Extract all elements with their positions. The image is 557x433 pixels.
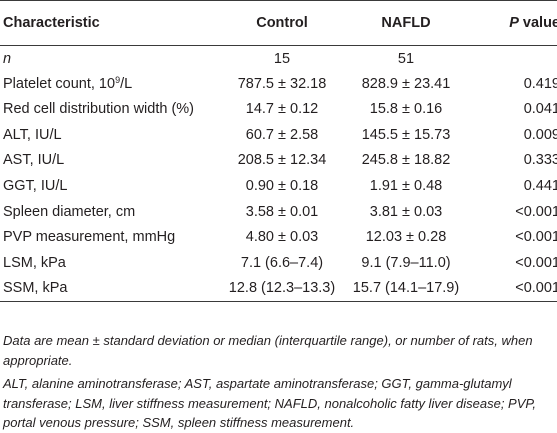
control-value: 12.8 (12.3–13.3) — [228, 280, 336, 297]
row-label: PVP measurement, mmHg — [3, 229, 176, 246]
table-header-row: Characteristic Control NAFLD P value — [0, 0, 557, 46]
p-value: 0.441 — [523, 178, 557, 195]
header-p-value: P value — [476, 1, 557, 46]
nafld-value: 3.81 ± 0.03 — [369, 203, 443, 220]
p-value: 0.009 — [523, 126, 557, 143]
table-row: SSM, kPa 12.8 (12.3–13.3) 15.7 (14.1–17.… — [0, 276, 557, 302]
table-row: Spleen diameter, cm 3.58 ± 0.01 3.81 ± 0… — [0, 199, 557, 225]
nafld-value: 245.8 ± 18.82 — [361, 152, 451, 169]
nafld-value: 12.03 ± 0.28 — [365, 229, 447, 246]
control-value: 0.90 ± 0.18 — [245, 178, 319, 195]
control-value: 3.58 ± 0.01 — [245, 203, 319, 220]
p-value: <0.001 — [515, 203, 557, 220]
row-label-superscript: 9 — [115, 74, 121, 85]
header-p-letter: P — [509, 14, 519, 31]
nafld-value: 9.1 (7.9–11.0) — [361, 254, 451, 271]
control-value: 4.80 ± 0.03 — [245, 229, 319, 246]
nafld-value: 15.7 (14.1–17.9) — [352, 280, 460, 297]
table-row: ALT, IU/L 60.7 ± 2.58 145.5 ± 15.73 0.00… — [0, 122, 557, 148]
p-value — [476, 46, 557, 72]
header-nafld: NAFLD — [381, 14, 431, 31]
p-value: 0.419 — [523, 75, 557, 92]
p-value: <0.001 — [515, 280, 557, 297]
table-row: PVP measurement, mmHg 4.80 ± 0.03 12.03 … — [0, 225, 557, 251]
table-row: LSM, kPa 7.1 (6.6–7.4) 9.1 (7.9–11.0) <0… — [0, 250, 557, 276]
p-value: 0.041 — [523, 101, 557, 118]
row-label: Red cell distribution width (%) — [3, 101, 194, 118]
row-label: Platelet count, 109/L — [0, 71, 228, 97]
p-value: 0.333 — [523, 152, 557, 169]
row-label: LSM, kPa — [3, 254, 66, 271]
p-value: <0.001 — [515, 254, 557, 271]
table-row: GGT, IU/L 0.90 ± 0.18 1.91 ± 0.48 0.441 — [0, 173, 557, 199]
control-value: 60.7 ± 2.58 — [245, 126, 319, 143]
p-value: <0.001 — [515, 229, 557, 246]
table-footnote-data: Data are mean ± standard deviation or me… — [3, 333, 533, 368]
data-table: Characteristic Control NAFLD P value n 1… — [0, 0, 557, 302]
control-value: 787.5 ± 32.18 — [237, 75, 327, 92]
table-row: n 15 51 — [0, 46, 557, 72]
row-label: SSM, kPa — [3, 280, 68, 297]
header-p-word: value — [518, 14, 557, 31]
row-label: ALT, IU/L — [3, 126, 62, 143]
nafld-value: 51 — [397, 51, 415, 68]
row-label: AST, IU/L — [3, 152, 65, 169]
table-row: Red cell distribution width (%) 14.7 ± 0… — [0, 97, 557, 123]
table-row: AST, IU/L 208.5 ± 12.34 245.8 ± 18.82 0.… — [0, 148, 557, 174]
header-control: Control — [256, 14, 308, 31]
row-label: Spleen diameter, cm — [3, 203, 136, 220]
nafld-value: 15.8 ± 0.16 — [369, 101, 443, 118]
nafld-value: 145.5 ± 15.73 — [361, 126, 451, 143]
row-label-unit: /L — [120, 75, 133, 92]
nafld-value: 1.91 ± 0.48 — [369, 178, 443, 195]
nafld-value: 828.9 ± 23.41 — [361, 75, 451, 92]
table-row: Platelet count, 109/L 787.5 ± 32.18 828.… — [0, 71, 557, 97]
control-value: 14.7 ± 0.12 — [245, 101, 319, 118]
control-value: 7.1 (6.6–7.4) — [240, 254, 324, 271]
control-value: 15 — [273, 51, 291, 68]
row-label: GGT, IU/L — [3, 178, 68, 195]
header-characteristic: Characteristic — [3, 14, 100, 31]
table-footnote-abbreviations: ALT, alanine aminotransferase; AST, aspa… — [3, 376, 536, 430]
row-label-text: Platelet count, 10 — [3, 75, 116, 92]
row-label: n — [3, 51, 12, 68]
control-value: 208.5 ± 12.34 — [237, 152, 327, 169]
